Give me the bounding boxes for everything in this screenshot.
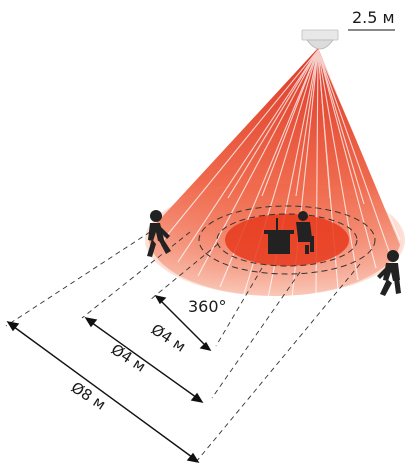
diameter-outer-label: Ø8 м [68,378,109,413]
diameter-middle-label: Ø4 м [108,340,149,375]
walking-person-right-icon [377,250,401,296]
seated-person-at-desk-icon [264,211,314,254]
diameter-inner-label: Ø4 м [148,320,189,355]
projection-lines [5,231,361,463]
dashed-ring-inner [216,213,358,267]
mount-height-label: 2.5 м [352,8,395,27]
detection-rays [159,49,401,299]
angle-label: 360° [188,297,227,316]
dimension-arrows [6,294,212,463]
walking-person-left-icon [147,210,171,257]
ceiling-sensor-icon [301,29,339,50]
dashed-ring-middle [198,205,376,275]
